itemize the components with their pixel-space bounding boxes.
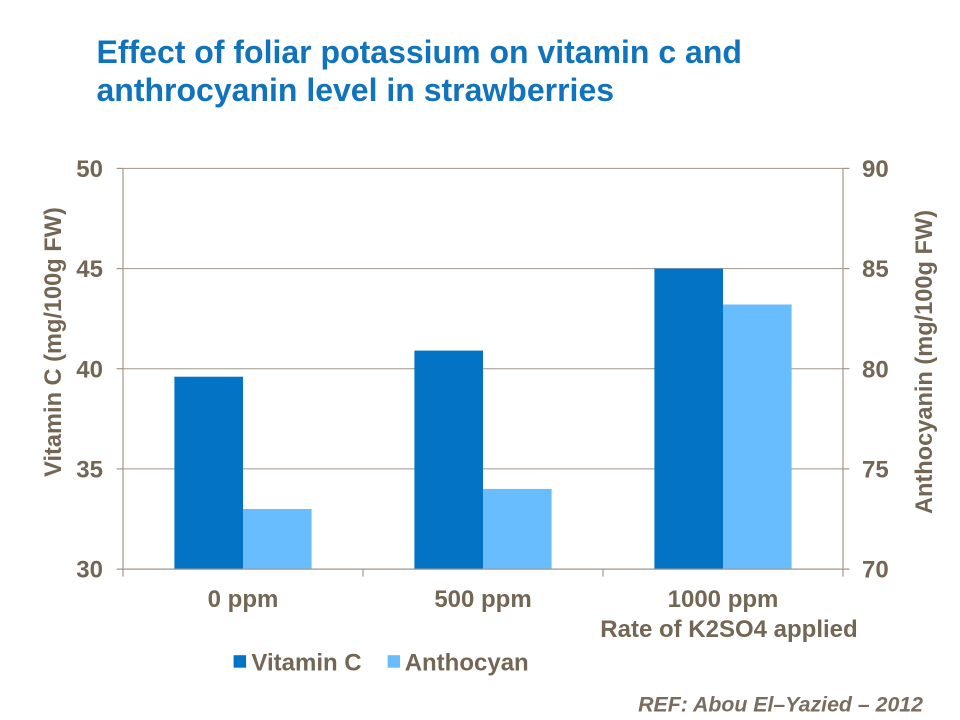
- svg-text:45: 45: [76, 256, 103, 283]
- svg-text:anthrocyanin level in strawber: anthrocyanin level in strawberries: [97, 72, 615, 108]
- svg-text:500 ppm: 500 ppm: [434, 586, 531, 613]
- svg-text:Vitamin C (mg/100g FW): Vitamin C (mg/100g FW): [41, 207, 67, 477]
- svg-text:85: 85: [862, 256, 889, 283]
- svg-text:Rate of K2SO4 applied: Rate of K2SO4 applied: [600, 616, 857, 643]
- svg-text:Anthocyan: Anthocyan: [405, 650, 529, 677]
- svg-text:50: 50: [76, 156, 103, 183]
- svg-text:70: 70: [862, 557, 889, 584]
- svg-text:80: 80: [862, 356, 889, 383]
- svg-text:90: 90: [862, 156, 889, 183]
- svg-text:0 ppm: 0 ppm: [208, 586, 279, 613]
- svg-text:35: 35: [76, 457, 103, 484]
- svg-text:Vitamin C: Vitamin C: [251, 650, 361, 677]
- svg-text:40: 40: [76, 356, 103, 383]
- svg-text:1000 ppm: 1000 ppm: [668, 586, 779, 613]
- svg-text:75: 75: [862, 457, 889, 484]
- svg-text:30: 30: [76, 557, 103, 584]
- svg-text:Effect of foliar potassium on: Effect of foliar potassium on vitamin c …: [97, 34, 742, 70]
- svg-text:REF: Abou El–Yazied – 2012: REF: Abou El–Yazied – 2012: [638, 693, 923, 717]
- svg-text:Anthocyanin (mg/100g FW): Anthocyanin (mg/100g FW): [912, 210, 938, 514]
